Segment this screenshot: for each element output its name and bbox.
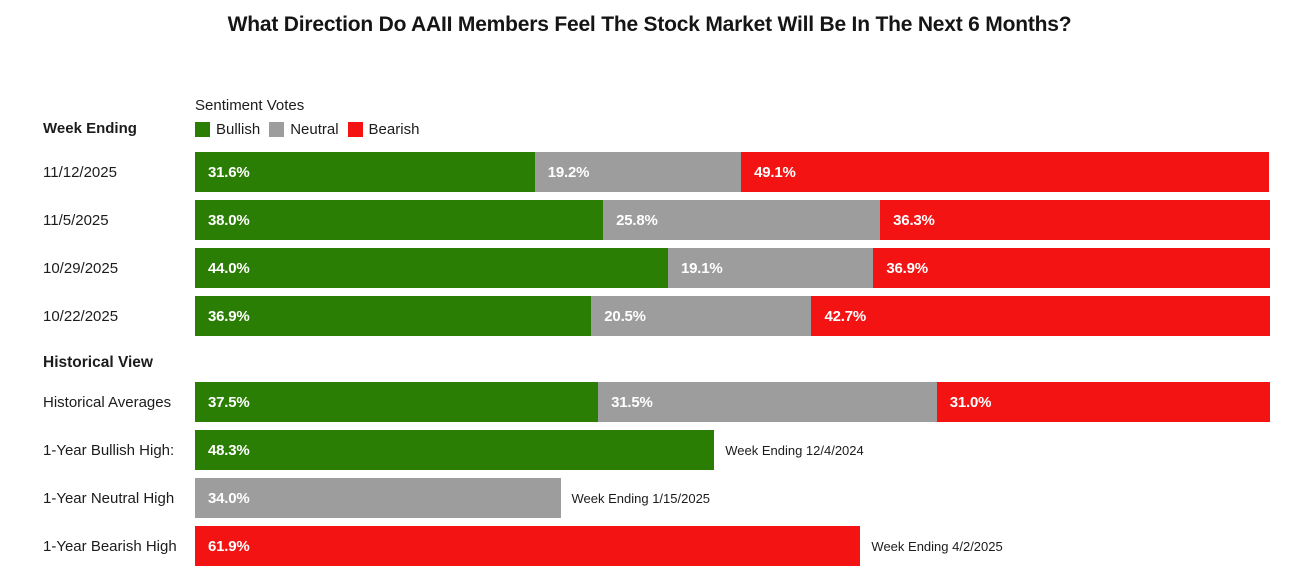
legend-label: Neutral bbox=[290, 121, 339, 138]
legend-item-bearish: Bearish bbox=[347, 121, 420, 138]
chart-row-historical-average: Historical Averages 37.5% 31.5% 31.0% bbox=[0, 382, 1299, 422]
row-label: 10/22/2025 bbox=[43, 307, 119, 325]
bar-segment-bullish: 36.9% bbox=[195, 296, 592, 336]
chart-row-weekly: 11/5/2025 38.0% 25.8% 36.3% bbox=[0, 200, 1299, 240]
bar-segment-neutral: 34.0% bbox=[195, 478, 561, 518]
bar-value-label: 20.5% bbox=[604, 307, 646, 325]
bar-area: 37.5% 31.5% 31.0% bbox=[195, 382, 1270, 422]
bar-segment-bearish: 31.0% bbox=[936, 382, 1270, 422]
row-label: 10/29/2025 bbox=[43, 259, 119, 277]
bar-annotation: Week Ending 1/15/2025 bbox=[571, 490, 711, 506]
legend-swatch-neutral-icon bbox=[269, 122, 285, 137]
bar-segment-neutral: 25.8% bbox=[603, 200, 881, 240]
bar-annotation: Week Ending 12/4/2024 bbox=[725, 442, 864, 458]
bar-segment-bullish: 37.5% bbox=[195, 382, 599, 422]
bar-area: 36.9% 20.5% 42.7% bbox=[195, 296, 1270, 336]
bar-value-label: 61.9% bbox=[208, 537, 250, 555]
bar-value-label: 31.0% bbox=[949, 393, 992, 411]
row-label: 1-Year Neutral High bbox=[43, 489, 175, 507]
bar-annotation: Week Ending 4/2/2025 bbox=[871, 538, 1003, 554]
legend-items: Bullish Neutral Bearish bbox=[195, 121, 428, 138]
bar-segment-neutral: 20.5% bbox=[591, 296, 812, 336]
bar-value-label: 48.3% bbox=[208, 441, 250, 459]
bar-area: 38.0% 25.8% 36.3% bbox=[195, 200, 1270, 240]
legend-swatch-bullish-icon bbox=[195, 122, 210, 137]
bar-value-label: 34.0% bbox=[208, 489, 250, 507]
bar-value-label: 44.0% bbox=[208, 259, 250, 277]
bar-value-label: 37.5% bbox=[208, 393, 250, 411]
bar-segment-bullish: 44.0% bbox=[195, 248, 668, 288]
legend-swatch-bearish-icon bbox=[347, 122, 363, 137]
row-label: Historical Averages bbox=[43, 393, 172, 411]
legend-item-bullish: Bullish bbox=[195, 121, 260, 138]
chart-row-weekly: 11/12/2025 31.6% 19.2% 49.1% bbox=[0, 152, 1299, 192]
legend-label: Bearish bbox=[368, 121, 420, 138]
bar-value-label: 31.6% bbox=[208, 163, 250, 181]
bar-value-label: 36.9% bbox=[886, 259, 928, 277]
bar-segment-bearish: 36.3% bbox=[880, 200, 1270, 240]
bar-segment-neutral: 19.1% bbox=[668, 248, 874, 288]
chart-row-bearish-high: 1-Year Bearish High 61.9% Week Ending 4/2/… bbox=[0, 526, 1299, 566]
section-header-historical-view: Historical View bbox=[43, 354, 153, 371]
chart-row-weekly: 10/22/2025 36.9% 20.5% 42.7% bbox=[0, 296, 1299, 336]
bar-segment-neutral: 19.2% bbox=[534, 152, 742, 192]
bar-area: 31.6% 19.2% 49.1% bbox=[195, 152, 1270, 192]
chart-row-weekly: 10/29/2025 44.0% 19.1% 36.9% bbox=[0, 248, 1299, 288]
chart-row-bullish-high: 1-Year Bullish High: 48.3% Week Ending 12/… bbox=[0, 430, 1299, 470]
bar-segment-neutral: 31.5% bbox=[598, 382, 937, 422]
chart-title: What Direction Do AAII Members Feel The … bbox=[227, 13, 1072, 36]
bar-value-label: 36.3% bbox=[893, 211, 935, 229]
bar-segment-bearish: 36.9% bbox=[873, 248, 1270, 288]
bar-value-label: 19.2% bbox=[547, 163, 590, 181]
week-ending-column-header: Week Ending bbox=[43, 120, 137, 137]
bar-value-label: 42.7% bbox=[824, 307, 866, 325]
legend-label: Bullish bbox=[216, 121, 261, 138]
bar-value-label: 31.5% bbox=[611, 393, 653, 411]
bar-segment-bearish: 49.1% bbox=[741, 152, 1269, 192]
bar-value-label: 49.1% bbox=[754, 163, 796, 181]
legend-title: Sentiment Votes bbox=[195, 97, 305, 114]
bar-value-label: 38.0% bbox=[208, 211, 250, 229]
bar-segment-bullish: 31.6% bbox=[195, 152, 535, 192]
row-label: 11/12/2025 bbox=[43, 163, 117, 181]
legend-item-neutral: Neutral bbox=[269, 121, 339, 138]
row-label: 11/5/2025 bbox=[43, 211, 109, 229]
bar-segment-bearish: 61.9% bbox=[195, 526, 861, 566]
bar-segment-bearish: 42.7% bbox=[811, 296, 1270, 336]
chart-row-neutral-high: 1-Year Neutral High 34.0% Week Ending 1/15… bbox=[0, 478, 1299, 518]
bar-area: 48.3% Week Ending 12/4/2024 bbox=[195, 430, 1270, 470]
bar-area: 61.9% Week Ending 4/2/2025 bbox=[195, 526, 1270, 566]
bar-area: 34.0% Week Ending 1/15/2025 bbox=[195, 478, 1270, 518]
bar-segment-bullish: 48.3% bbox=[195, 430, 715, 470]
chart-rows: 11/12/2025 31.6% 19.2% 49.1% 11/5/2025 38.0% 2… bbox=[0, 152, 1299, 574]
row-label: 1-Year Bullish High: bbox=[43, 441, 175, 459]
bar-area: 44.0% 19.1% 36.9% bbox=[195, 248, 1270, 288]
row-label: 1-Year Bearish High bbox=[43, 537, 177, 555]
bar-segment-bullish: 38.0% bbox=[195, 200, 604, 240]
bar-value-label: 25.8% bbox=[616, 211, 658, 229]
bar-value-label: 19.1% bbox=[681, 259, 723, 277]
legend: Sentiment Votes Bullish Neutral Bearish bbox=[195, 97, 428, 138]
bar-value-label: 36.9% bbox=[208, 307, 250, 325]
